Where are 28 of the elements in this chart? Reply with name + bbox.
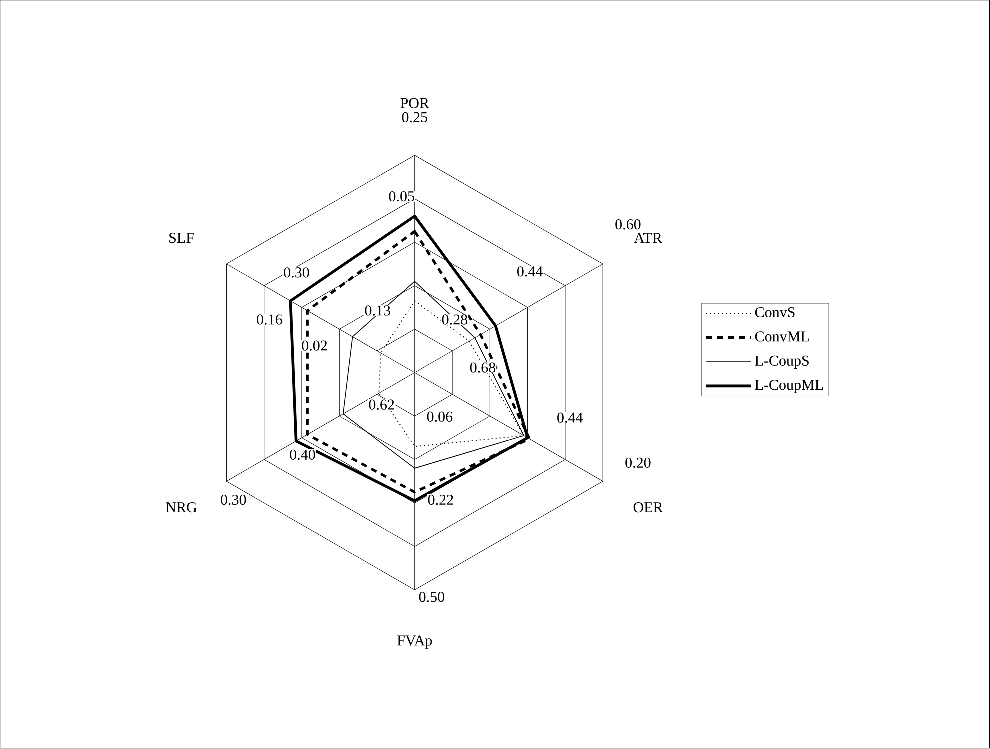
text: 0.44	[558, 412, 584, 424]
text: 0.30	[284, 268, 310, 278]
text: 0.13	[365, 306, 390, 316]
spoke-label: SLF	[170, 233, 194, 244]
text: 0.68	[470, 362, 496, 374]
text: 0.62	[369, 400, 394, 410]
text: 0.05	[389, 192, 414, 202]
text: 0.60	[616, 220, 641, 230]
spoke-label: FVAp	[398, 636, 432, 650]
text: 0.40	[290, 450, 316, 460]
text: 0.28	[442, 314, 468, 326]
legend-label: L-CoupML	[755, 380, 824, 394]
spoke-label: OER	[634, 502, 664, 513]
spoke-label: POR	[400, 98, 430, 109]
legend-label: ConvML	[755, 332, 809, 342]
legend-label: L-CoupS	[755, 356, 809, 370]
text: 0.44	[518, 266, 543, 277]
text: 0.22	[428, 495, 454, 506]
text: 0.16	[257, 314, 282, 326]
text: 0.20	[626, 458, 651, 468]
text: 0.02	[302, 340, 328, 352]
text: 0.25	[402, 112, 428, 123]
text: 0.30	[221, 495, 246, 506]
spoke-label: ATR	[634, 233, 662, 244]
text: 0.50	[419, 592, 444, 602]
text: 0.06	[427, 412, 453, 422]
legend-label: ConvS	[755, 308, 795, 318]
spoke-label: NRG	[166, 502, 197, 513]
